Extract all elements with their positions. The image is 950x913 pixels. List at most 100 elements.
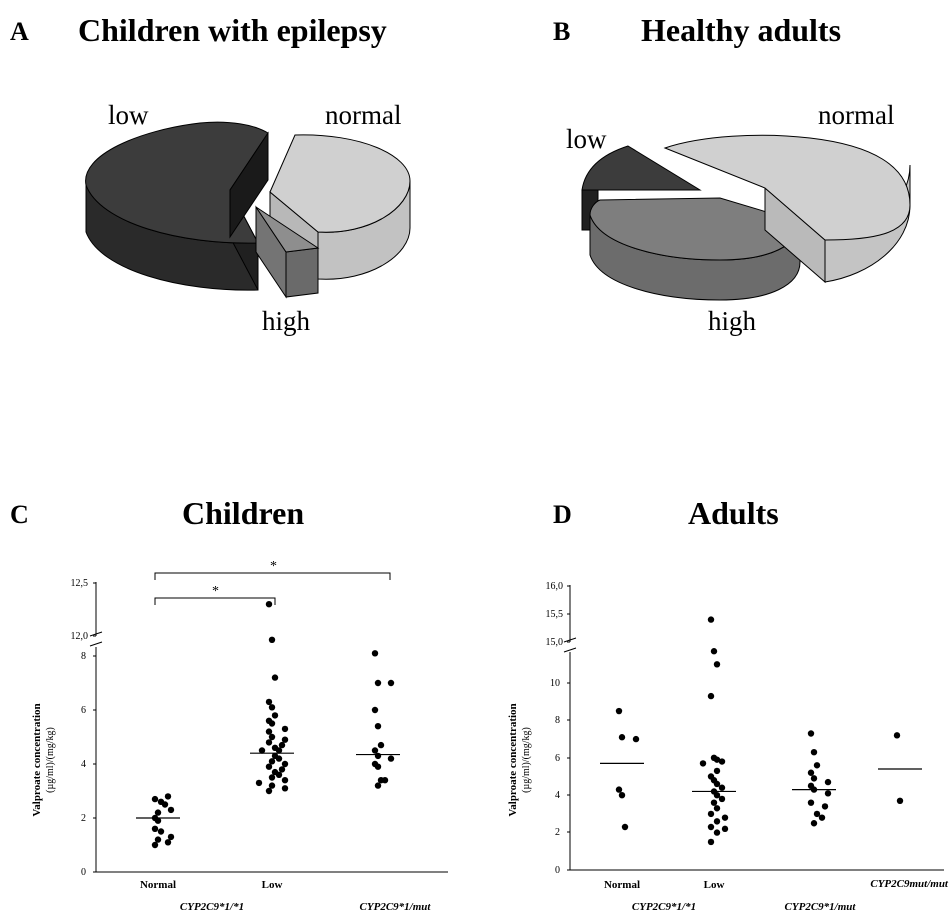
xcat-c-low: Low — [262, 879, 283, 891]
data-point-c-1-27 — [255, 779, 263, 787]
data-point-d-2-12 — [818, 814, 826, 821]
tick-c-0: 0 — [81, 867, 86, 878]
data-point-c-1-10 — [268, 733, 276, 741]
pie-a-slice-low-edge — [229, 131, 269, 239]
axis-d-break — [563, 637, 577, 653]
panel-title-c: Children — [182, 495, 304, 531]
points-d — [600, 616, 922, 846]
data-point-d-1-2 — [713, 661, 721, 668]
tick-d-15-0: 15,0 — [546, 637, 564, 648]
axis-c-break — [89, 631, 103, 647]
data-point-c-1-3 — [265, 698, 273, 706]
pie-a-slice-low — [85, 121, 269, 244]
tick-c-8: 8 — [81, 651, 86, 662]
data-point-c-2-0 — [371, 650, 379, 657]
genotype-d-2: CYP2C9*1/mut — [785, 901, 857, 913]
pie-a-slice-high-side — [285, 247, 319, 298]
panel-letter-c: C — [10, 500, 29, 529]
data-point-d-0-0 — [615, 707, 623, 715]
data-point-c-1-7 — [268, 720, 276, 727]
data-point-c-1-0 — [265, 601, 273, 608]
data-point-c-0-13 — [164, 839, 172, 846]
xcat-c-normal: Normal — [140, 879, 176, 891]
ylabel-d: Valproate concentration — [507, 703, 519, 816]
data-point-d-1-19 — [721, 814, 729, 821]
data-point-c-1-21 — [265, 763, 273, 770]
tick-d-0: 0 — [555, 865, 560, 876]
panel-letter-a: A — [10, 17, 29, 46]
data-point-d-1-12 — [718, 784, 726, 791]
data-point-d-2-1 — [810, 748, 818, 756]
tick-c-12-5: 12,5 — [71, 578, 89, 589]
pie-b-slice-low — [581, 145, 702, 191]
data-point-d-1-24 — [707, 838, 715, 846]
data-point-c-2-5 — [377, 741, 385, 749]
xcat-d-normal: Normal — [604, 879, 640, 891]
data-point-c-1-4 — [268, 704, 276, 711]
xcat-d-low: Low — [704, 879, 725, 891]
data-point-c-0-8 — [157, 828, 165, 835]
scatter-chart-c: 0 2 4 6 8 12,0 12,5 Valproate concentrat… — [31, 559, 448, 913]
data-point-d-2-0 — [807, 730, 815, 737]
sig-star-c-2: * — [270, 559, 277, 574]
data-point-c-2-3 — [371, 706, 379, 714]
tick-d-10: 10 — [550, 678, 560, 689]
pie-a-label-high: high — [262, 306, 311, 336]
pie-b-slice-normal — [663, 134, 911, 241]
data-point-d-1-11 — [713, 780, 721, 788]
data-point-c-0-4 — [154, 809, 162, 816]
panel-title-b: Healthy adults — [641, 12, 841, 48]
ticks-d-lower: 0 2 4 6 8 10 — [550, 678, 570, 876]
data-point-c-2-7 — [374, 752, 382, 760]
data-point-d-2-2 — [813, 762, 821, 769]
data-point-d-1-14 — [713, 792, 721, 799]
data-point-c-2-8 — [387, 755, 395, 762]
data-point-c-1-28 — [268, 782, 276, 789]
data-point-d-0-5 — [621, 823, 629, 831]
data-point-c-1-2 — [271, 674, 279, 681]
data-point-c-0-11 — [167, 833, 175, 841]
genotype-c-2: CYP2C9*1/mut — [360, 901, 432, 913]
panel-letter-b: B — [553, 17, 570, 46]
pie-b-label-normal: normal — [818, 100, 894, 130]
data-point-c-1-22 — [278, 766, 286, 773]
data-point-d-1-23 — [713, 829, 721, 836]
pie-b-slice-high — [589, 197, 801, 261]
data-point-d-0-3 — [615, 786, 623, 793]
data-point-c-1-9 — [265, 728, 273, 735]
tick-c-4: 4 — [81, 759, 86, 770]
data-point-d-1-8 — [713, 767, 721, 775]
ticks-d-upper: 15,0 15,5 16,0 — [546, 581, 570, 648]
data-point-d-1-1 — [710, 648, 718, 655]
ticks-c-upper: 12,0 12,5 — [71, 578, 96, 642]
genotype-d-3: CYP2C9mut/mut — [870, 878, 949, 890]
data-point-c-2-12 — [381, 777, 389, 784]
pie-chart-a: low normal high — [85, 100, 411, 336]
data-point-d-2-11 — [813, 810, 821, 818]
data-point-d-2-10 — [821, 803, 829, 810]
data-point-d-1-20 — [713, 818, 721, 825]
data-point-c-0-9 — [151, 825, 159, 832]
data-point-d-1-22 — [721, 825, 729, 833]
data-point-d-2-9 — [807, 799, 815, 806]
tick-d-4: 4 — [555, 790, 560, 801]
ylabel-c: Valproate concentration — [31, 703, 43, 816]
pie-a-label-low: low — [108, 100, 149, 130]
data-point-c-0-5 — [167, 806, 175, 814]
pie-a-label-normal: normal — [325, 100, 401, 130]
data-point-d-1-17 — [713, 805, 721, 812]
tick-c-12-0: 12,0 — [71, 631, 89, 642]
pie-b-label-low: low — [566, 124, 607, 154]
data-point-d-2-5 — [824, 778, 832, 786]
data-point-c-2-10 — [374, 763, 382, 770]
data-point-c-1-12 — [265, 739, 273, 746]
points-c — [136, 601, 400, 849]
data-point-c-1-11 — [281, 736, 289, 743]
data-point-c-1-30 — [265, 787, 273, 795]
panel-letter-d: D — [553, 500, 572, 529]
data-point-d-2-8 — [824, 790, 832, 797]
panel-title-d: Adults — [688, 495, 779, 531]
tick-d-6: 6 — [555, 753, 560, 764]
genotype-d-1: CYP2C9*1/*1 — [632, 901, 696, 913]
